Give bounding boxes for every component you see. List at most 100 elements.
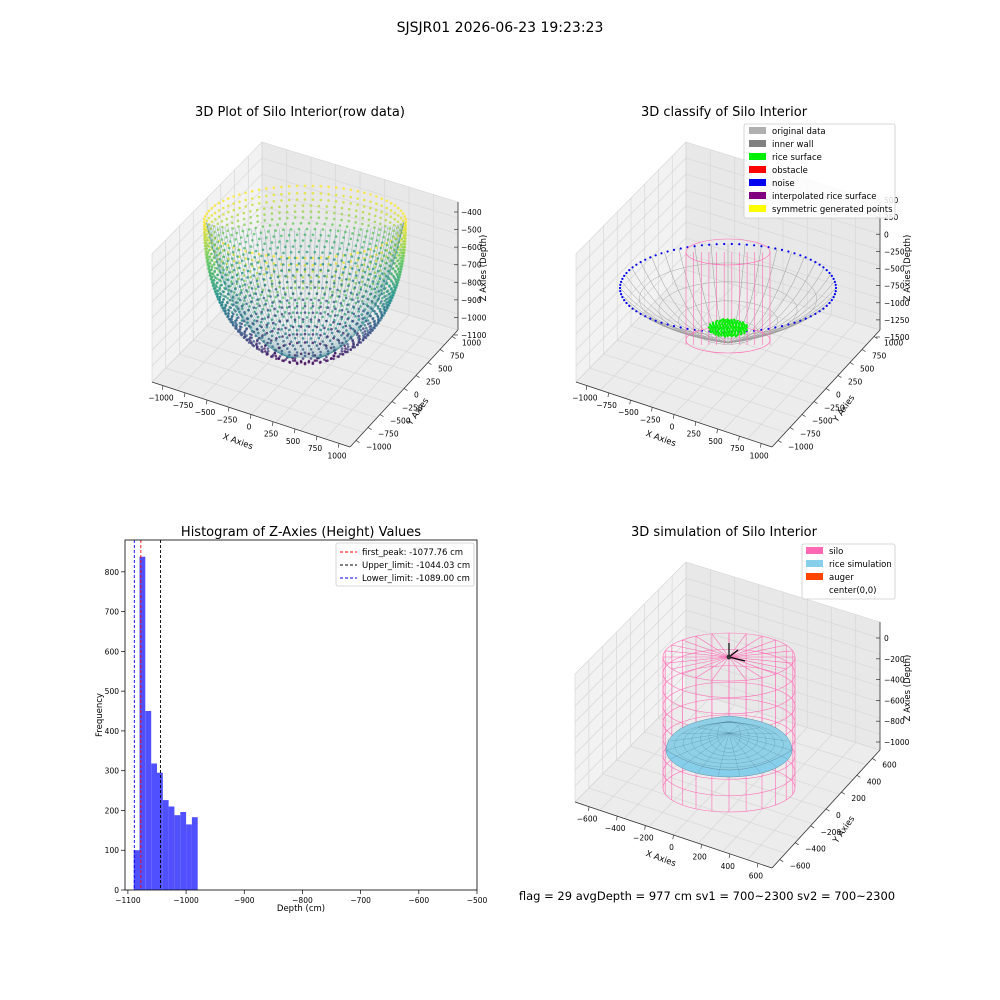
bowl-point <box>249 245 253 248</box>
bowl-point <box>257 237 261 241</box>
bowl-point <box>251 197 254 200</box>
bowl-point <box>245 327 248 330</box>
bowl-point <box>315 359 319 362</box>
bowl-point <box>392 282 395 286</box>
bowl-point <box>355 209 358 212</box>
bowl-meridian <box>309 229 336 359</box>
bowl-point <box>341 352 344 356</box>
bowl-meridian <box>216 225 292 359</box>
bowl-point <box>349 252 353 256</box>
z-axis-label: −800 <box>884 717 905 726</box>
legend-swatch <box>806 573 823 580</box>
y-tick-label: 200 <box>105 806 120 815</box>
y-axis-tick <box>391 401 396 404</box>
panel-title: 3D classify of Silo Interior <box>641 105 808 120</box>
bowl-point <box>265 271 269 274</box>
bowl-point <box>299 221 303 225</box>
bowl-point <box>379 222 382 226</box>
bowl-point <box>359 228 363 231</box>
bowl-point <box>356 343 359 347</box>
bowl-point <box>403 215 407 218</box>
bowl-point <box>210 252 213 256</box>
x-tick-label: −600 <box>409 896 430 905</box>
bowl-point <box>385 294 388 298</box>
bowl-point <box>311 362 315 366</box>
bowl-point <box>369 193 372 196</box>
legend-label: original data <box>772 127 826 137</box>
x-axis-tick <box>293 428 296 434</box>
bowl-point <box>340 212 344 216</box>
back-grid-line <box>261 205 459 267</box>
bowl-point <box>289 286 293 290</box>
bowl-point <box>231 221 234 225</box>
rice-surface-point <box>727 332 730 335</box>
bowl-point <box>393 217 397 221</box>
bowl-point <box>230 318 233 322</box>
bowl-point <box>315 332 319 336</box>
bowl-point <box>347 260 351 264</box>
bowl-point <box>379 216 383 220</box>
bowl-point <box>277 328 280 331</box>
bowl-point <box>223 307 227 310</box>
noise-point <box>672 325 676 328</box>
noise-point <box>635 263 638 266</box>
noise-point <box>700 244 704 247</box>
bowl-point <box>272 186 276 189</box>
bowl-point <box>286 319 289 322</box>
bowl-point <box>395 264 399 268</box>
bowl-point <box>238 325 242 328</box>
bowl-meridian <box>317 226 389 359</box>
bowl-point <box>295 233 299 237</box>
rice-mesh-spoke <box>728 724 740 734</box>
bowl-point <box>303 191 307 195</box>
bowl-point <box>321 228 325 231</box>
bowl-point <box>227 312 230 315</box>
bowl-point <box>240 333 243 337</box>
bowl-point <box>388 221 392 224</box>
bowl-point <box>400 237 404 241</box>
bowl-point <box>284 274 287 278</box>
bowl-point <box>210 220 214 223</box>
bowl-point <box>362 338 365 342</box>
z-axis-label: −1000 <box>461 313 487 322</box>
bowl-point <box>278 355 282 358</box>
x-axis-label: 200 <box>692 852 707 861</box>
bowl-point <box>266 347 270 350</box>
noise-point <box>745 243 748 246</box>
bowl-point <box>232 312 235 316</box>
bowl-point <box>250 262 253 266</box>
side-grid-line <box>574 577 687 691</box>
bowl-point <box>401 212 405 215</box>
rice-surface-point <box>745 324 748 327</box>
rice-surface-point <box>712 331 715 334</box>
y-tick-label: 800 <box>105 568 120 577</box>
rice-surface-point <box>711 328 714 331</box>
bowl-point <box>323 274 326 278</box>
bowl-point <box>319 192 323 195</box>
x-axis-tick <box>728 853 731 859</box>
bowl-point <box>393 204 397 207</box>
y-tick-label: 100 <box>105 846 120 855</box>
y-tick-label: 400 <box>105 727 120 736</box>
y-axis-label: 0 <box>414 391 419 400</box>
bowl-point <box>227 314 230 318</box>
bowl-point <box>207 264 211 268</box>
bowl-point <box>205 247 208 250</box>
legend-swatch <box>749 205 766 212</box>
bowl-point <box>216 277 219 281</box>
bowl-point <box>206 261 210 264</box>
noise-point <box>623 299 626 302</box>
bowl-point <box>369 260 372 264</box>
noise-point <box>639 261 642 264</box>
rice-surface-point <box>726 334 729 338</box>
bowl-point <box>226 229 229 232</box>
bowl-point <box>305 250 309 254</box>
y-axis-label: −750 <box>378 430 399 439</box>
bowl-point <box>359 329 363 332</box>
bowl-point <box>215 267 219 270</box>
bowl-meridian <box>219 225 293 359</box>
x-axis-label: −750 <box>173 401 194 410</box>
legend-label: rice surface <box>772 153 822 163</box>
bowl-point <box>250 342 253 345</box>
histogram-bar <box>157 772 163 890</box>
